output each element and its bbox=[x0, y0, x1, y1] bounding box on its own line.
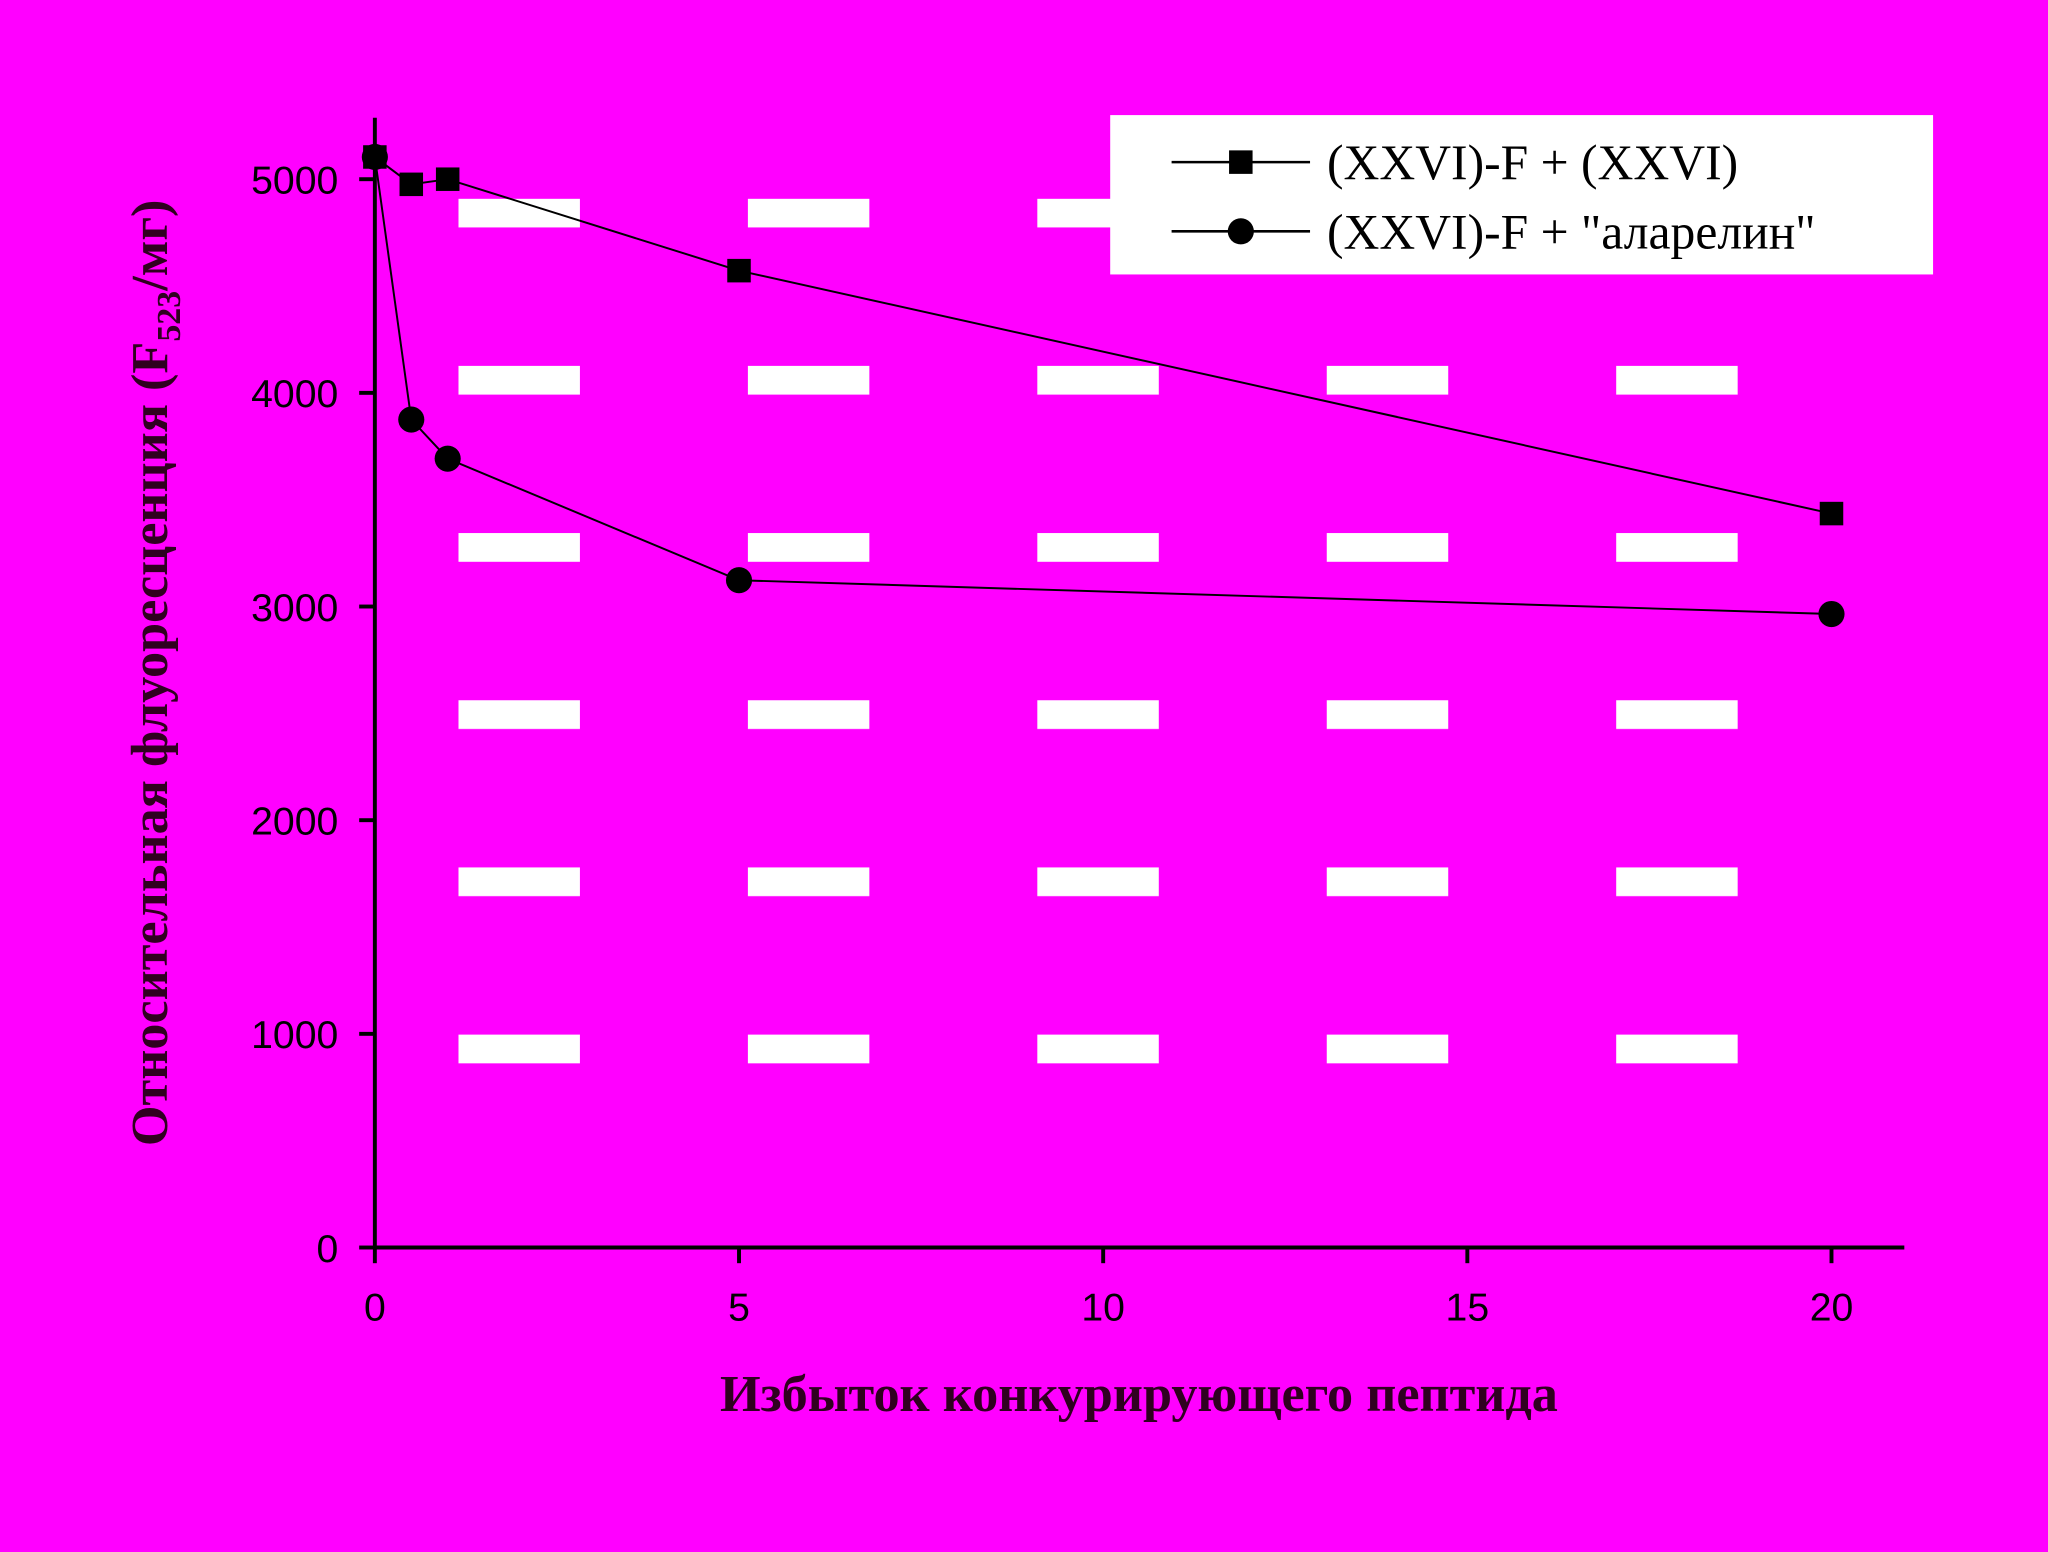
marker bbox=[435, 167, 460, 191]
y-axis-title-subscript: 523 bbox=[151, 291, 188, 342]
x-tick-label: 15 bbox=[1446, 1287, 1490, 1330]
marker bbox=[1227, 218, 1254, 245]
marker bbox=[361, 143, 388, 171]
marker bbox=[434, 445, 461, 472]
y-tick-label: 0 bbox=[316, 1228, 338, 1271]
x-tick-label: 5 bbox=[728, 1287, 750, 1330]
background-pattern bbox=[458, 198, 1740, 1066]
y-tick-label: 3000 bbox=[251, 587, 338, 630]
marker bbox=[1229, 150, 1253, 174]
marker bbox=[399, 172, 424, 197]
marker bbox=[727, 258, 751, 283]
y-tick-label: 2000 bbox=[251, 801, 338, 844]
x-tick-label: 0 bbox=[364, 1287, 386, 1330]
legend-label: (XXVI)-F + (XXVI) bbox=[1327, 135, 1738, 190]
legend-box bbox=[1110, 115, 1934, 275]
marker bbox=[1818, 600, 1845, 628]
y-tick-label: 4000 bbox=[251, 373, 338, 416]
x-tick-label: 10 bbox=[1081, 1287, 1125, 1330]
y-axis-title-part: Относительная флуоресценция (F bbox=[121, 342, 179, 1146]
marker bbox=[725, 567, 753, 594]
y-tick-label: 1000 bbox=[251, 1014, 338, 1057]
y-tick-label: 5000 bbox=[251, 160, 338, 203]
legend-label: (XXVI)-F + "аларелин" bbox=[1327, 204, 1816, 259]
x-tick-label: 20 bbox=[1810, 1287, 1854, 1330]
y-axis-title-part: /мг) bbox=[121, 200, 179, 292]
marker bbox=[398, 406, 425, 433]
marker bbox=[1819, 501, 1844, 526]
y-axis-title: Относительная флуоресценция (F523/мг) bbox=[121, 200, 188, 1147]
x-axis-title: Избыток конкурирующего пептида bbox=[720, 1365, 1558, 1423]
